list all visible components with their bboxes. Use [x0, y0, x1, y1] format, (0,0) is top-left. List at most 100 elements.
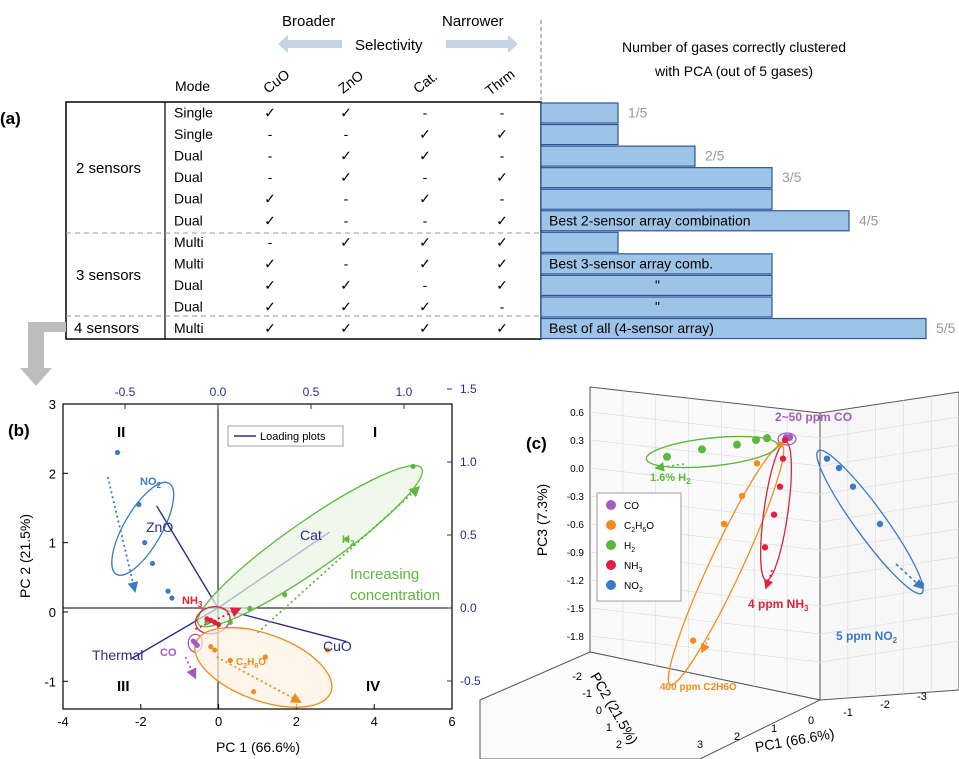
bar-note: Best 3-sensor array comb.	[549, 255, 713, 271]
loading-cuo: CuO	[323, 638, 352, 654]
c-xtick-label: 2	[734, 731, 740, 743]
b-ytick-label: -1	[44, 674, 56, 689]
row-mode: Single	[174, 105, 213, 121]
c-legend-label: CO	[624, 501, 639, 512]
b-legend-box	[227, 425, 344, 447]
right-title-2: with PCA (out of 5 gases)	[654, 63, 813, 79]
c-gridline	[819, 556, 959, 579]
cell-zno: ✓	[340, 277, 352, 293]
c-annot-h2: 1.6% H2	[650, 472, 691, 486]
cell-cuo: -	[268, 234, 273, 250]
quadrant-II: II	[117, 424, 125, 441]
cell-thrm: ✓	[496, 126, 508, 142]
point-no2	[136, 501, 142, 508]
cell-thrm: -	[500, 191, 505, 207]
b-righttick-label: -0.5	[460, 674, 481, 688]
loading-cat: Cat	[300, 527, 322, 543]
cell-thrm: ✓	[496, 212, 508, 228]
b-righttick-label: 1.0	[460, 455, 477, 469]
c-point-nh3	[770, 511, 778, 518]
mode-header: Mode	[175, 78, 210, 94]
point-nh3	[208, 617, 214, 623]
cell-zno: -	[344, 255, 349, 271]
cell-thrm: ✓	[496, 277, 508, 293]
c-point-c2h6o	[776, 441, 784, 448]
cell-cuo: ✓	[264, 298, 276, 314]
row-mode: Dual	[174, 212, 203, 228]
col-thrm-header: Thrm	[482, 66, 518, 99]
bar-row-2	[540, 145, 696, 167]
bar-row-7	[540, 253, 773, 275]
cell-cuo: -	[268, 169, 273, 185]
c-point-c2h6o	[689, 637, 697, 644]
b-xtick-label: 2	[293, 714, 300, 729]
c-yticks: 0.6 0.3 0.0 -0.3 -0.6 -0.9 -1.2 -1.5 -1.8	[567, 408, 585, 643]
b-ytick-label: 0	[49, 605, 56, 620]
bar-note: "	[655, 298, 660, 314]
b-label-co: CO	[160, 647, 177, 659]
c-legend-marker	[606, 520, 616, 530]
point-h2	[410, 463, 416, 469]
b-righttick-label: 0.5	[460, 528, 477, 542]
cell-thrm: ✓	[496, 169, 508, 185]
c-point-nh3	[761, 544, 769, 551]
bar-row-3	[540, 167, 773, 189]
c-ytick-label: -1.2	[567, 576, 585, 587]
c-xlabel: PC1 (66.6%)	[754, 725, 836, 755]
cell-cuo: ✓	[264, 191, 276, 207]
cell-thrm: ✓	[496, 320, 508, 336]
row-mode: Multi	[174, 320, 204, 336]
row-mode: Dual	[174, 169, 203, 185]
panel-c-label: (c)	[526, 434, 547, 453]
b-toptick-label: 1.0	[396, 385, 413, 399]
b-top-ticks: -0.5 0.0 0.5 1.0	[115, 385, 413, 409]
bar-note: Best of all (4-sensor array)	[549, 320, 714, 336]
narrower-label: Narrower	[442, 13, 504, 30]
c-xtick-label: 0	[808, 715, 814, 727]
cell-thrm: -	[500, 148, 505, 164]
c-gridline	[819, 528, 959, 551]
row-mode: Multi	[174, 234, 204, 250]
col-cuo-header: CuO	[260, 66, 293, 96]
quadrant-IV: IV	[366, 678, 380, 695]
group-3-sensors: 3 sensors	[76, 267, 141, 284]
c-gridline	[589, 607, 821, 635]
c-legend-label: C2H6O	[624, 521, 654, 534]
c-ellipse-no2	[816, 449, 924, 595]
b-ytick-label: 1	[49, 536, 56, 551]
point-h2	[344, 536, 350, 542]
cell-cat: -	[423, 212, 428, 228]
b-label-no2: NO2	[140, 476, 162, 490]
c-ytick-label: -0.9	[567, 548, 585, 559]
row-mode: Single	[174, 126, 213, 142]
cell-cat: ✓	[419, 255, 431, 271]
c-trend-arrow-icon	[763, 569, 774, 590]
point-no2	[142, 540, 148, 546]
cell-thrm: -	[500, 105, 505, 121]
c-point-no2	[876, 520, 884, 528]
bar-score: 1/5	[628, 105, 648, 121]
panel-b-label: (b)	[8, 421, 30, 440]
cell-zno: -	[344, 191, 349, 207]
c-point-no2	[835, 464, 843, 472]
broader-label: Broader	[282, 13, 335, 30]
bar-row-5	[540, 210, 850, 232]
right-title-1: Number of gases correctly clustered	[622, 39, 846, 55]
bar-row-9	[540, 296, 773, 318]
c-ytick-label: 0.0	[570, 464, 584, 475]
b-xtick-label: 0	[215, 714, 222, 729]
bar-row-4	[540, 188, 773, 210]
quadrant-I: I	[373, 424, 377, 441]
c-point-no2	[823, 455, 831, 462]
cell-cuo: ✓	[264, 105, 276, 121]
point-c2h6o	[212, 647, 218, 653]
c-point-h2	[752, 436, 760, 444]
c-gridline	[819, 500, 959, 523]
b-xtick-label: -4	[57, 714, 69, 729]
cell-cuo: ✓	[264, 255, 276, 271]
c-xtick-label: 1	[771, 723, 777, 735]
row-mode: Dual	[174, 191, 203, 207]
c-point-nh3	[781, 436, 789, 444]
c-ztick-label: 2	[616, 739, 622, 751]
